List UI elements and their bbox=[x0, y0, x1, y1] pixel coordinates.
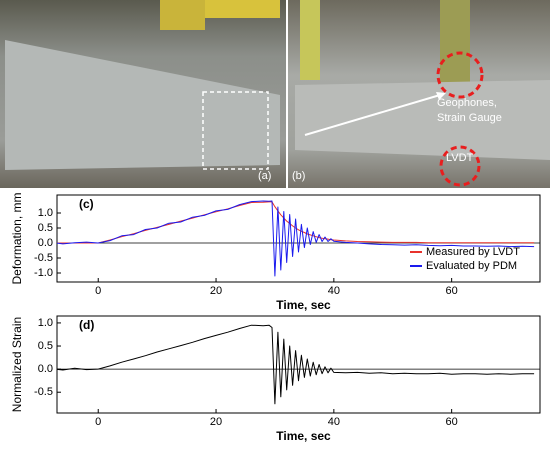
y-tick-label: 0.0 bbox=[38, 237, 53, 249]
arrow-head bbox=[436, 92, 446, 100]
x-tick-label: 20 bbox=[210, 285, 222, 297]
sensor-circle bbox=[439, 145, 481, 187]
legend-label: Measured by LVDT bbox=[426, 246, 520, 258]
crane-beam bbox=[205, 0, 280, 18]
girder bbox=[295, 80, 550, 160]
plot-frame bbox=[56, 194, 541, 283]
x-axis-label: Time, sec bbox=[276, 429, 331, 443]
y-axis-label: Deformation, mm bbox=[10, 192, 24, 284]
x-tick-label: 20 bbox=[210, 416, 222, 428]
photo-a: (a) bbox=[0, 0, 286, 188]
y-axis-label: Normalized Strain bbox=[10, 317, 24, 412]
y-tick-label: 1.0 bbox=[38, 207, 53, 219]
column bbox=[440, 0, 470, 85]
panel-label: (c) bbox=[79, 197, 94, 211]
x-tick-label: 0 bbox=[95, 416, 101, 428]
y-tick-label: -1.0 bbox=[34, 267, 53, 279]
y-tick-label: 0.5 bbox=[38, 222, 53, 234]
y-tick-label: -0.5 bbox=[34, 386, 53, 398]
annotation: LVDT bbox=[446, 152, 474, 164]
plot-frame bbox=[56, 315, 541, 414]
y-tick-label: 1.0 bbox=[38, 317, 53, 329]
crane-frame bbox=[160, 0, 205, 30]
annotation: Geophones, bbox=[437, 97, 497, 109]
data-line bbox=[57, 200, 535, 277]
y-tick-label: -0.5 bbox=[34, 252, 53, 264]
sensor-circle bbox=[436, 51, 484, 99]
column bbox=[300, 0, 320, 80]
x-axis-label: Time, sec bbox=[276, 298, 331, 312]
x-tick-label: 40 bbox=[328, 285, 340, 297]
y-tick-label: 0.0 bbox=[38, 363, 53, 375]
panel-label: (d) bbox=[79, 318, 94, 332]
photo-b: Geophones, Strain Gauge LVDT (b) bbox=[288, 0, 550, 188]
arrow bbox=[304, 94, 441, 136]
girder bbox=[5, 40, 280, 170]
data-line bbox=[57, 201, 535, 244]
legend-label: Evaluated by PDM bbox=[426, 260, 517, 272]
x-tick-label: 60 bbox=[446, 416, 458, 428]
annotation: Strain Gauge bbox=[437, 112, 502, 124]
highlight-box bbox=[202, 91, 269, 170]
photo-label: (b) bbox=[292, 170, 305, 182]
x-tick-label: 0 bbox=[95, 285, 101, 297]
y-tick-label: 0.5 bbox=[38, 340, 53, 352]
photo-label: (a) bbox=[258, 170, 271, 182]
data-line bbox=[57, 324, 535, 405]
x-tick-label: 60 bbox=[446, 285, 458, 297]
x-tick-label: 40 bbox=[328, 416, 340, 428]
